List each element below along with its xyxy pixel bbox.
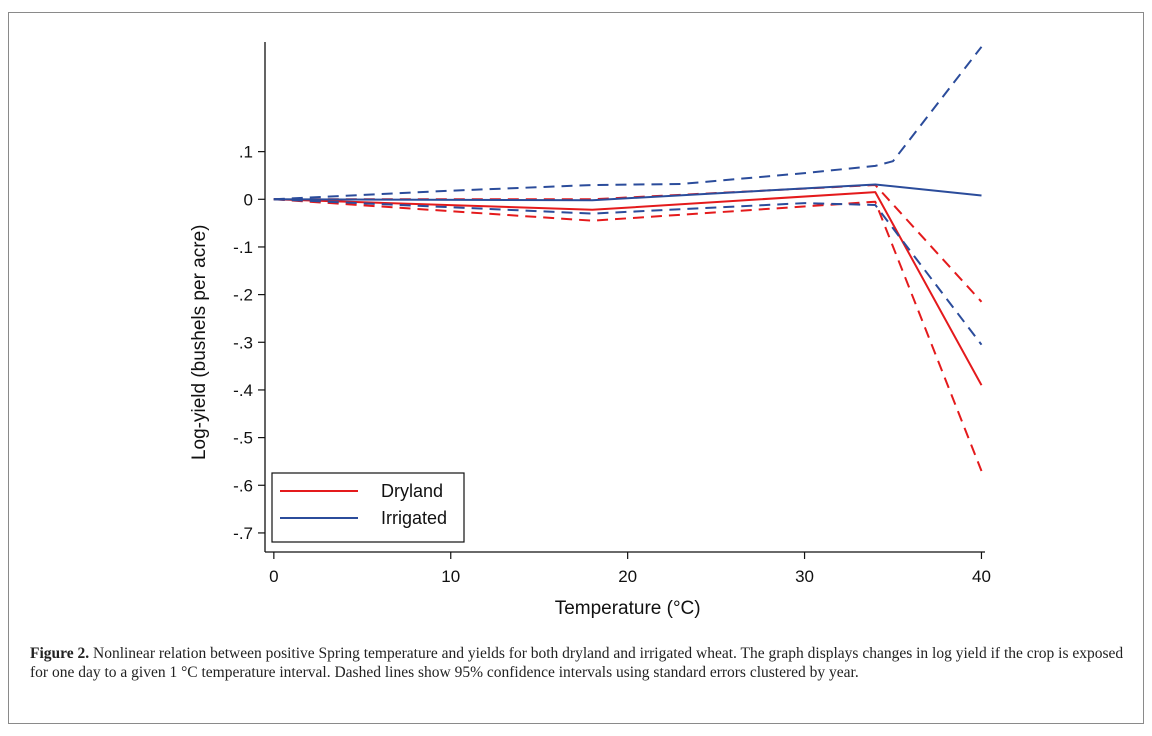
y-tick-label: 0 [244, 190, 253, 209]
series-dryland-estimate [273, 191, 983, 386]
x-tick-label: 10 [441, 567, 460, 586]
series-layer [273, 46, 983, 472]
x-axis-title: Temperature (°C) [555, 598, 701, 619]
series-dryland-ci-lower [273, 198, 983, 472]
y-tick-label: -.6 [233, 476, 253, 495]
y-tick-label: -.7 [233, 524, 253, 543]
legend: Dryland Irrigated [271, 472, 465, 543]
figure-caption-text: Nonlinear relation between positive Spri… [30, 645, 1124, 681]
y-tick-label: -.5 [233, 429, 253, 448]
figure-label: Figure 2. [30, 645, 90, 662]
legend-label-dryland: Dryland [381, 481, 443, 501]
y-tick-label: -.3 [233, 333, 253, 352]
legend-box [271, 472, 465, 543]
axes: .1 0 -.1 -.2 -.3 -.4 -.5 -.6 -.7 0 10 20 30 40 Tempera… [189, 42, 991, 619]
figure-caption: Figure 2. Nonlinear relation between pos… [30, 644, 1130, 682]
legend-label-irrigated: Irrigated [381, 508, 447, 528]
x-tick-label: 0 [269, 567, 278, 586]
x-tick-label: 40 [972, 567, 991, 586]
x-tick-label: 20 [618, 567, 637, 586]
x-tick-label: 30 [795, 567, 814, 586]
y-tick-label: -.2 [233, 286, 253, 305]
series-irrigated-ci-lower [273, 198, 983, 346]
y-tick-label: -.4 [233, 381, 253, 400]
line-chart: .1 0 -.1 -.2 -.3 -.4 -.5 -.6 -.7 0 10 20 30 40 Tempera… [189, 42, 991, 619]
series-irrigated-estimate [273, 183, 982, 202]
y-tick-label: .1 [239, 143, 253, 162]
series-irrigated-ci-upper [273, 46, 983, 201]
y-tick-label: -.1 [233, 238, 253, 257]
y-axis-title: Log-yield (bushels per acre) [189, 225, 210, 461]
figure-frame [8, 12, 1144, 724]
